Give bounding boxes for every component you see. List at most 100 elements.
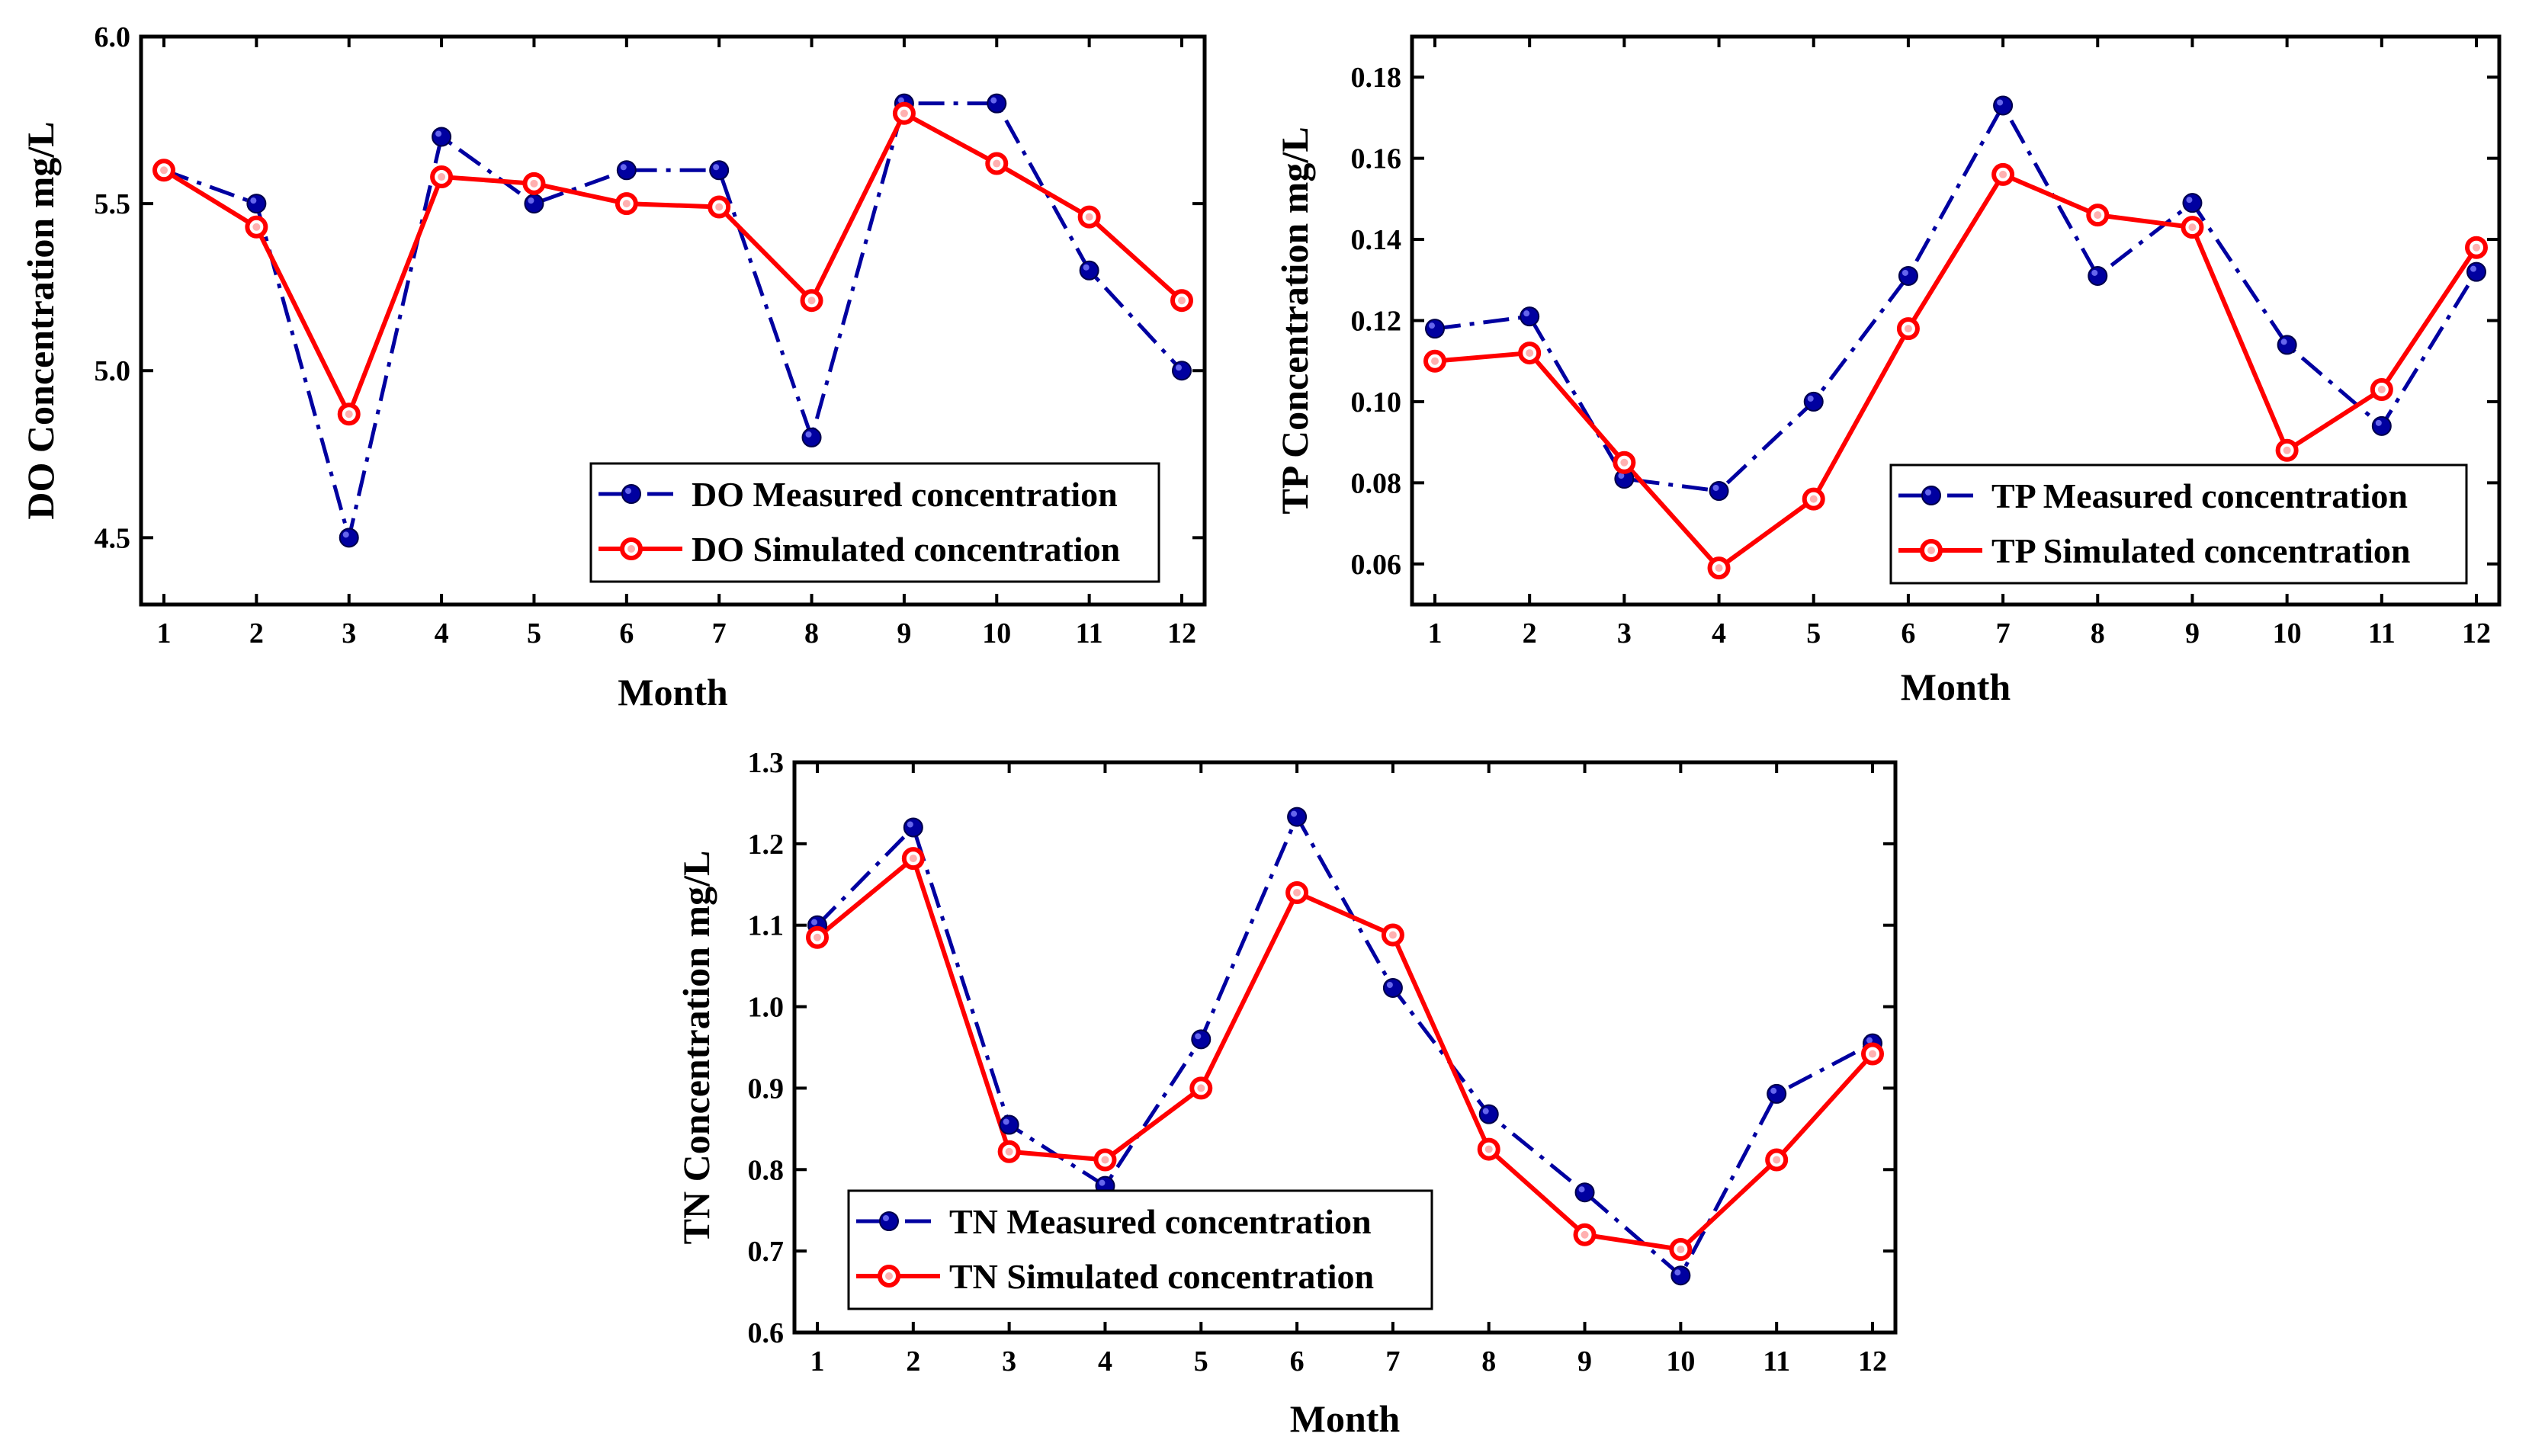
legend-box bbox=[847, 1189, 1433, 1310]
measured-point bbox=[999, 1114, 1019, 1135]
measured-point-highlight bbox=[1176, 364, 1182, 371]
measured-point bbox=[1191, 1029, 1212, 1050]
simulated-point-center bbox=[1999, 170, 2007, 178]
measured-point-highlight bbox=[1429, 322, 1435, 329]
measured-point-highlight bbox=[2375, 419, 2382, 426]
simulated-point-center bbox=[530, 179, 538, 188]
simulated-point-center bbox=[993, 159, 1001, 168]
simulated-point-center bbox=[2283, 446, 2291, 454]
y-tick-label: 0.06 bbox=[1351, 549, 1402, 581]
measured-point-highlight bbox=[1083, 264, 1090, 271]
legend-label: TP Simulated concentration bbox=[1991, 531, 2410, 570]
measured-point bbox=[2371, 415, 2392, 436]
legend-box bbox=[589, 462, 1160, 583]
measured-point bbox=[1520, 306, 1540, 327]
measured-point-highlight bbox=[1003, 1118, 1009, 1125]
x-tick-label: 2 bbox=[249, 617, 264, 649]
series-line-simulated bbox=[816, 856, 1875, 1252]
measured-point-highlight bbox=[1195, 1033, 1202, 1040]
measured-point bbox=[2466, 261, 2486, 282]
simulated-point-center bbox=[1101, 1156, 1109, 1164]
measured-point-highlight bbox=[1770, 1087, 1777, 1094]
x-tick-label: 7 bbox=[1385, 1345, 1400, 1377]
measured-point-highlight bbox=[2470, 265, 2476, 272]
y-tick-label: 1.3 bbox=[748, 747, 785, 779]
legend-label: TN Simulated concentration bbox=[949, 1257, 1374, 1296]
measured-point bbox=[339, 528, 359, 548]
x-tick-label: 9 bbox=[2185, 617, 2200, 649]
legend-box bbox=[1889, 463, 2468, 585]
simulated-point-center bbox=[160, 166, 168, 175]
measured-point bbox=[987, 93, 1007, 114]
simulated-point-center bbox=[252, 223, 261, 231]
x-tick-label: 6 bbox=[1901, 617, 1915, 649]
x-tick-label: 7 bbox=[1996, 617, 2011, 649]
y-tick-label: 0.16 bbox=[1351, 143, 1402, 175]
legend-label: DO Simulated concentration bbox=[692, 530, 1120, 569]
x-tick-label: 8 bbox=[1481, 1345, 1496, 1377]
measured-point-highlight bbox=[1578, 1186, 1585, 1193]
x-tick-label: 9 bbox=[1577, 1345, 1592, 1377]
legend-marker-center bbox=[1927, 547, 1935, 554]
measured-point-highlight bbox=[1386, 981, 1393, 988]
simulated-point-center bbox=[814, 933, 821, 941]
y-axis-title: TP Concentration mg/L bbox=[1273, 127, 1316, 514]
x-tick-label: 2 bbox=[906, 1345, 920, 1377]
plot-frame bbox=[139, 34, 1207, 607]
measured-point-highlight bbox=[897, 97, 904, 104]
y-tick-label: 4.5 bbox=[95, 522, 131, 554]
measured-point-highlight bbox=[1618, 473, 1625, 479]
measured-point bbox=[1767, 1083, 1787, 1104]
measured-point bbox=[616, 160, 637, 181]
legend-marker-highlight bbox=[883, 1215, 889, 1221]
series-line-measured bbox=[163, 101, 1183, 540]
y-tick-label: 0.18 bbox=[1351, 62, 1402, 94]
y-tick-label: 1.1 bbox=[748, 910, 785, 942]
x-tick-label: 4 bbox=[1098, 1345, 1112, 1377]
x-tick-label: 10 bbox=[2273, 617, 2302, 649]
x-axis-title: Month bbox=[618, 671, 728, 714]
measured-point-highlight bbox=[342, 531, 349, 538]
simulated-point-center bbox=[1085, 213, 1093, 221]
legend-label: TP Measured concentration bbox=[1991, 476, 2408, 515]
series-line-simulated bbox=[162, 111, 1184, 417]
simulated-point-center bbox=[2377, 385, 2386, 393]
measured-point-highlight bbox=[2186, 197, 2193, 204]
x-tick-label: 9 bbox=[897, 617, 911, 649]
measured-point bbox=[903, 817, 923, 838]
legend-marker-center bbox=[885, 1272, 893, 1280]
x-tick-label: 11 bbox=[1763, 1345, 1790, 1377]
simulated-point-center bbox=[1715, 564, 1723, 572]
x-tick-label: 3 bbox=[342, 617, 356, 649]
legend-marker bbox=[1921, 486, 1941, 505]
x-tick-label: 1 bbox=[157, 617, 172, 649]
x-axis-title: Month bbox=[1901, 665, 2011, 708]
simulated-point-center bbox=[1293, 888, 1301, 896]
measured-point bbox=[2182, 193, 2203, 213]
y-tick-label: 0.7 bbox=[748, 1236, 785, 1268]
measured-point-highlight bbox=[528, 197, 534, 204]
x-tick-label: 1 bbox=[1428, 617, 1443, 649]
x-tick-label: 1 bbox=[810, 1345, 825, 1377]
measured-point bbox=[1425, 319, 1445, 339]
simulated-point-center bbox=[1677, 1246, 1685, 1254]
x-tick-label: 7 bbox=[712, 617, 727, 649]
simulated-point-center bbox=[1869, 1050, 1876, 1058]
series-line-measured bbox=[816, 815, 1874, 1278]
x-tick-label: 3 bbox=[1002, 1345, 1016, 1377]
x-tick-label: 2 bbox=[1523, 617, 1537, 649]
measured-point bbox=[2088, 265, 2108, 286]
simulated-point-center bbox=[1581, 1230, 1589, 1239]
simulated-point-center bbox=[438, 173, 446, 181]
x-tick-label: 4 bbox=[1712, 617, 1726, 649]
y-tick-label: 5.0 bbox=[95, 355, 131, 387]
measured-point-highlight bbox=[250, 197, 257, 204]
simulated-point-center bbox=[1388, 931, 1397, 939]
measured-point bbox=[1709, 481, 1729, 501]
y-tick-label: 0.10 bbox=[1351, 386, 1402, 419]
simulated-point-center bbox=[900, 109, 908, 117]
measured-point-highlight bbox=[1866, 1037, 1873, 1044]
measured-point bbox=[1382, 977, 1403, 998]
